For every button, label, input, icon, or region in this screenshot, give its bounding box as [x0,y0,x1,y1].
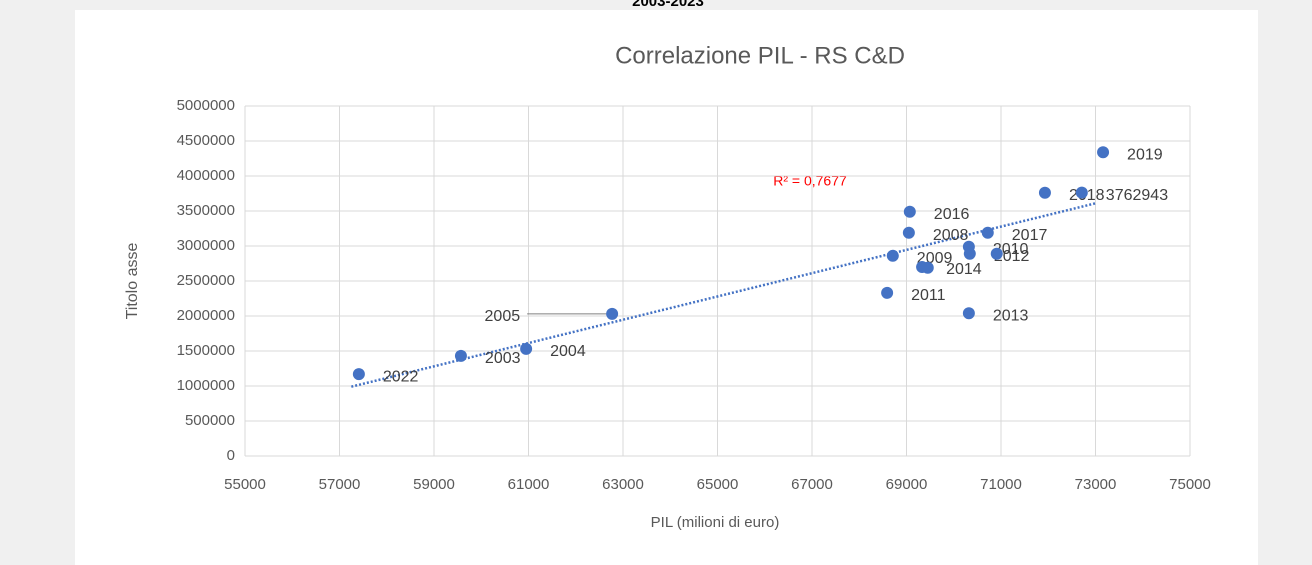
x-tick-label: 69000 [886,476,928,493]
chart-area [75,10,1258,565]
x-tick-label: 55000 [224,476,266,493]
x-tick-label: 61000 [508,476,550,493]
r2-label: R² = 0,7677 [773,173,847,189]
y-tick-label: 0 [227,447,235,464]
y-tick-label: 3000000 [177,237,235,254]
y-tick-label: 500000 [185,412,235,429]
y-tick-label: 3500000 [177,202,235,219]
point [886,249,899,262]
y-tick-label: 4500000 [177,132,235,149]
y-tick-label: 2000000 [177,307,235,324]
data-label: 2004 [550,343,586,360]
y-tick-label: 4000000 [177,167,235,184]
y-tick-label: 1500000 [177,342,235,359]
point [921,261,934,274]
data-label: 2016 [934,206,970,223]
y-axis-title: Titolo asse [124,243,141,320]
header-text: 2003-2023 [632,0,704,10]
data-label: 2017 [1012,227,1048,244]
x-tick-label: 65000 [697,476,739,493]
point [1097,146,1110,159]
point [902,226,915,239]
x-tick-label: 75000 [1169,476,1211,493]
point [981,226,994,239]
data-label: 2011 [911,287,946,304]
x-tick-label: 73000 [1075,476,1117,493]
y-tick-label: 1000000 [177,377,235,394]
data-label: 2008 [933,227,969,244]
data-label: 2013 [993,307,1029,324]
data-label: 2003 [485,350,521,367]
point [962,307,975,320]
x-tick-label: 59000 [413,476,455,493]
point [903,205,916,218]
x-tick-label: 71000 [980,476,1022,493]
data-label: 3762943 [1106,187,1168,204]
point [1038,186,1051,199]
point [352,368,365,381]
x-tick-label: 63000 [602,476,644,493]
data-label: 2014 [946,261,982,278]
x-axis-title: PIL (milioni di euro) [651,514,780,531]
data-label: 2019 [1127,146,1163,163]
point [454,349,467,362]
point [881,286,894,299]
y-tick-label: 2500000 [177,272,235,289]
point [1075,186,1088,199]
x-tick-label: 67000 [791,476,833,493]
point [990,247,1003,260]
data-label: 2012 [994,248,1030,265]
y-tick-label: 5000000 [177,97,235,114]
data-label: 2022 [383,368,419,385]
point [963,247,976,260]
point [520,342,533,355]
data-label: 2005 [485,308,521,325]
chart-title: Correlazione PIL - RS C&D [615,42,905,69]
point [606,307,619,320]
x-tick-label: 57000 [319,476,361,493]
